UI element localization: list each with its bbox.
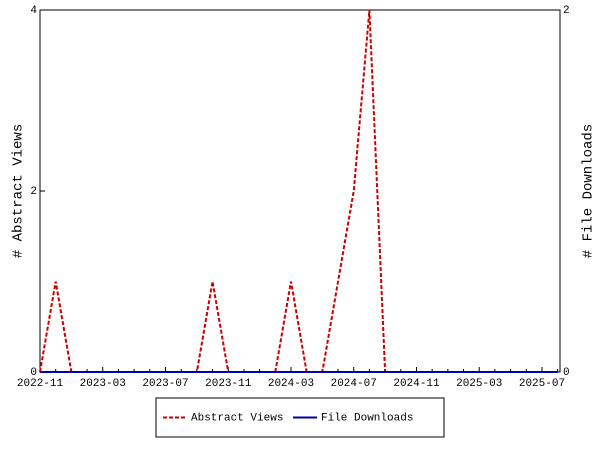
legend-label: File Downloads — [321, 412, 413, 424]
x-tick-label: 2024-03 — [268, 378, 314, 390]
x-tick-label: 2023-07 — [142, 378, 188, 390]
plot-area — [39, 9, 561, 373]
x-tick-label: 2025-07 — [519, 378, 565, 390]
y2-tick-label: 2 — [563, 5, 570, 17]
y-axis-label: # Abstract Views — [11, 124, 27, 258]
x-tick-label: 2023-11 — [205, 378, 252, 390]
y-tick-label: 0 — [30, 367, 37, 379]
legend-label: Abstract Views — [191, 412, 283, 424]
y2-axis-label: # File Downloads — [581, 124, 597, 258]
y-tick-label: 4 — [30, 5, 37, 17]
x-tick-label: 2025-03 — [456, 378, 502, 390]
x-tick-label: 2023-03 — [80, 378, 126, 390]
y-tick-label: 2 — [30, 186, 37, 198]
x-tick-label: 2024-07 — [331, 378, 377, 390]
x-tick-label: 2024-11 — [393, 378, 440, 390]
y2-tick-label: 0 — [563, 367, 570, 379]
x-tick-label: 2022-11 — [17, 378, 64, 390]
